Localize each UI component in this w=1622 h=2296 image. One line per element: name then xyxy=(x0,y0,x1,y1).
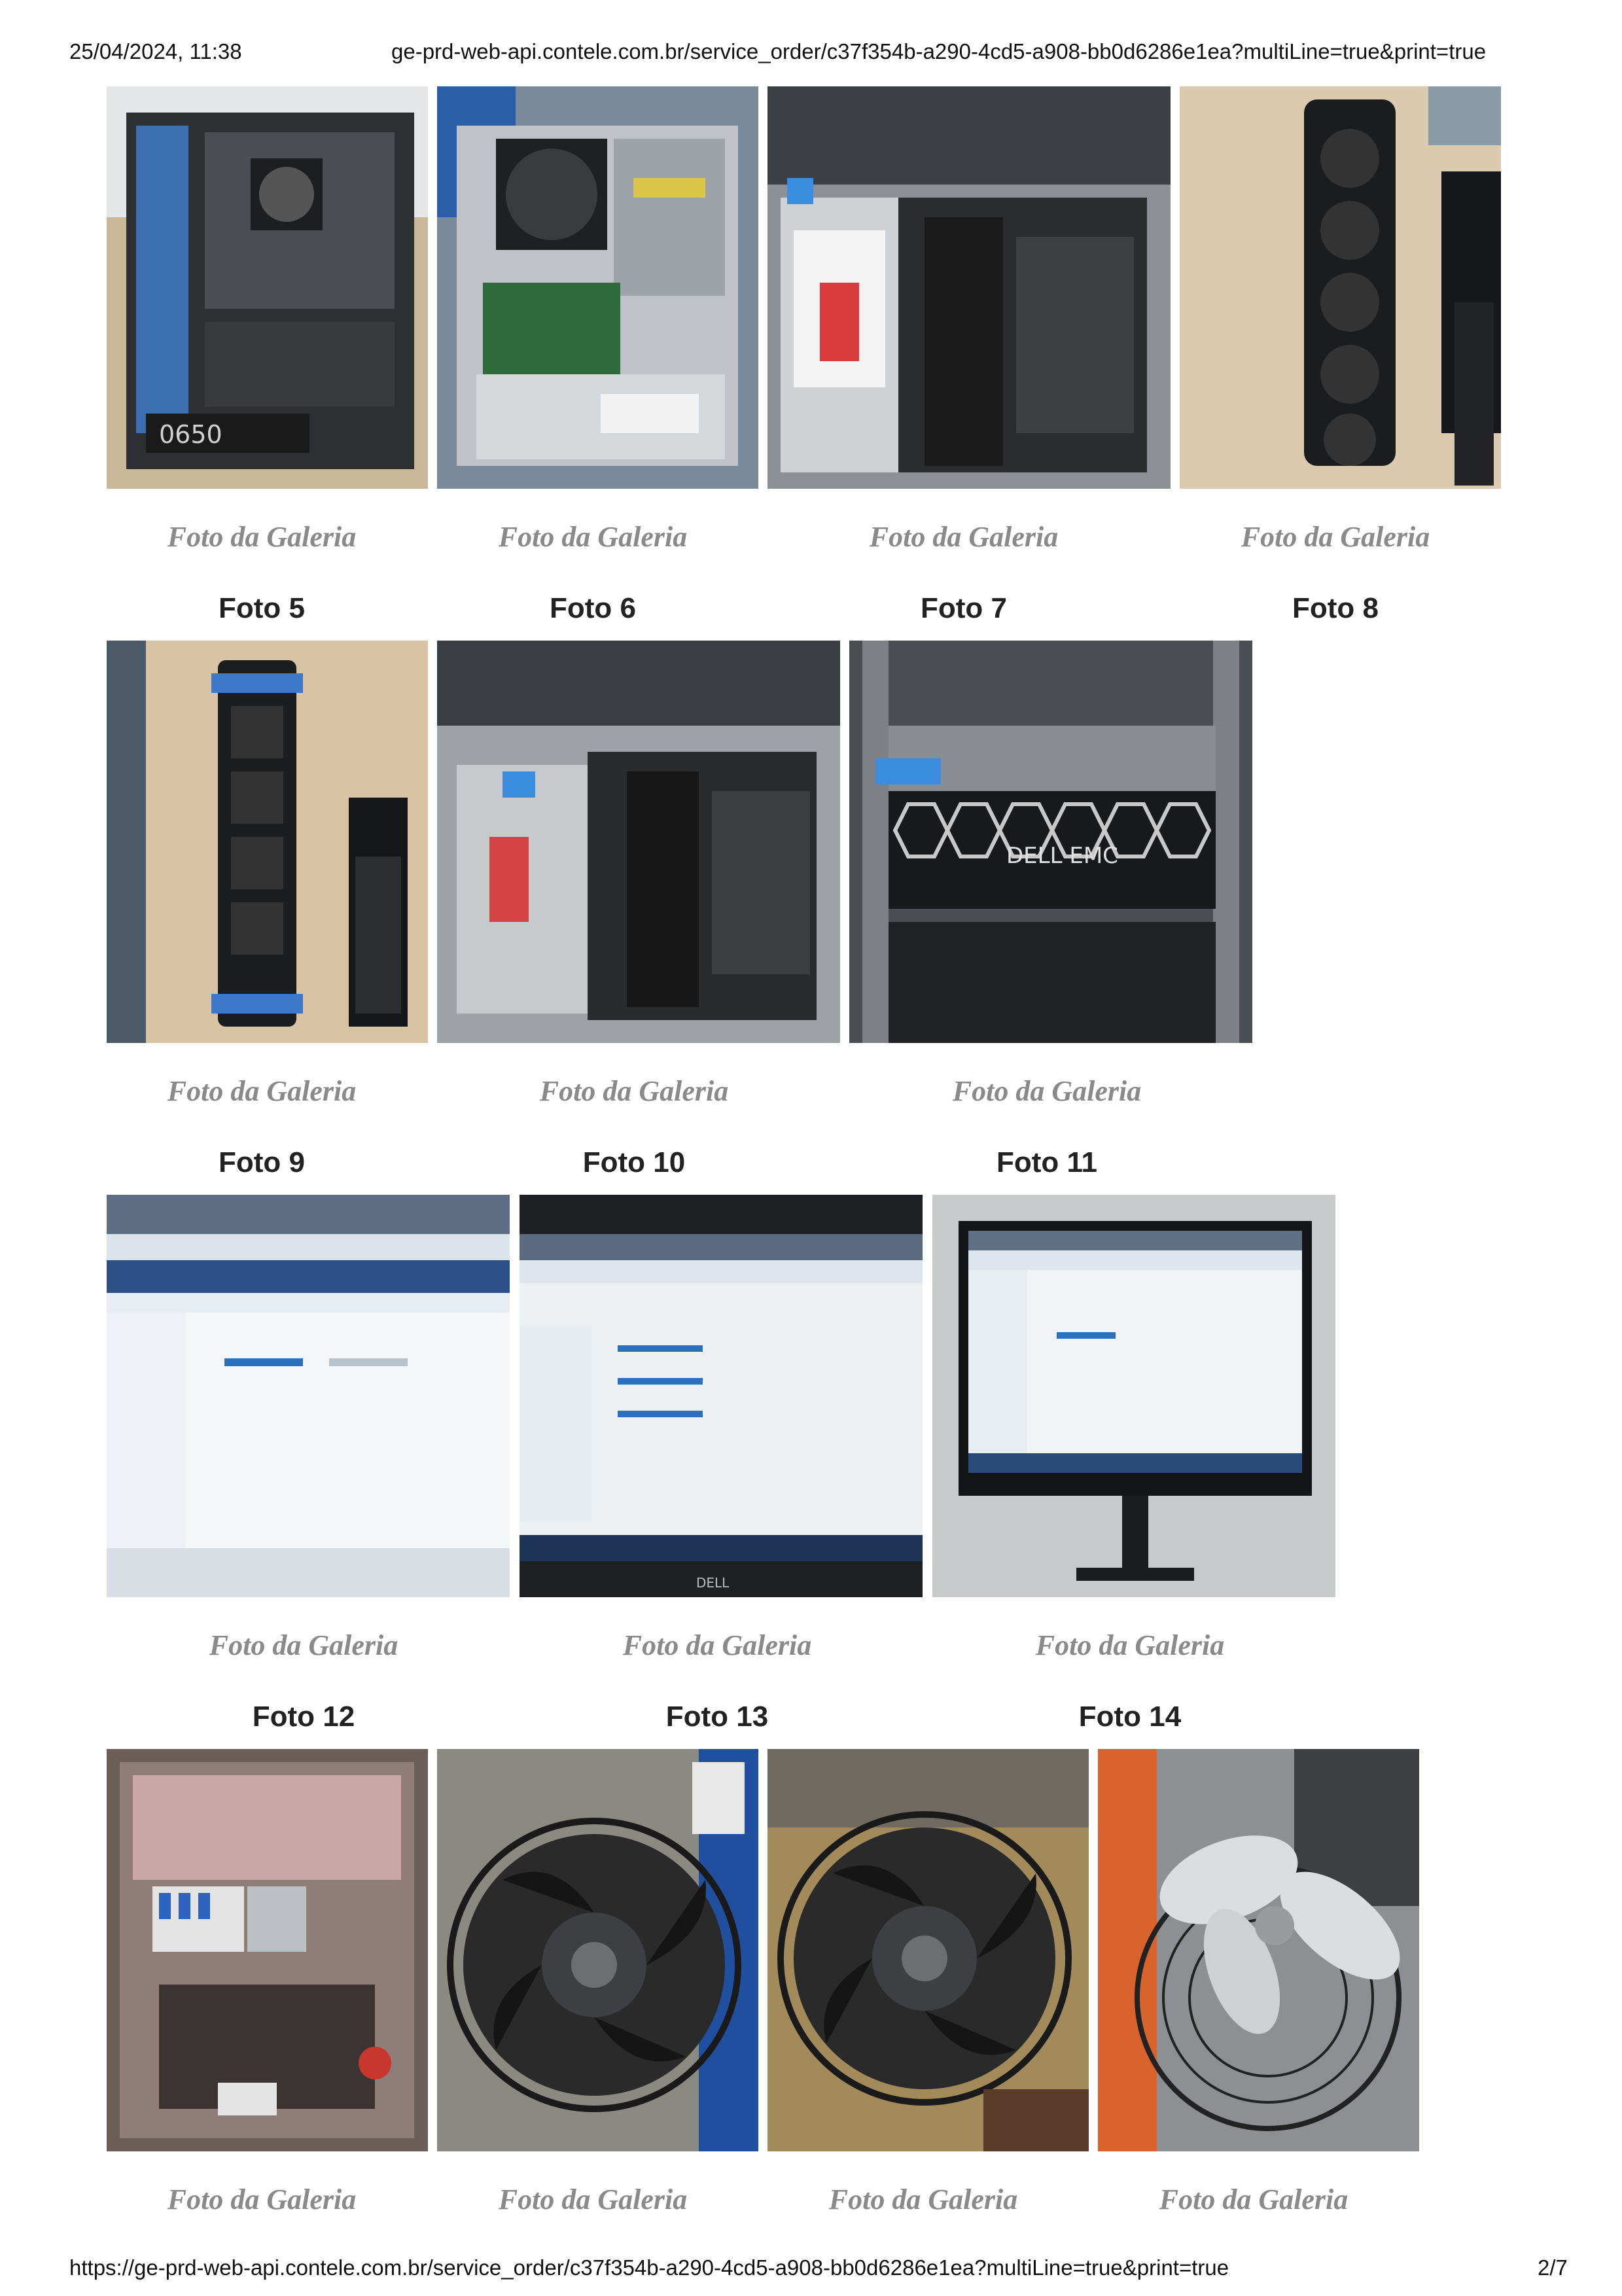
photo-caption: Foto da Galeria xyxy=(167,1075,357,1107)
photo-axial-fan-hands[interactable] xyxy=(437,1749,758,2151)
photo-caption: Foto da Galeria xyxy=(869,521,1059,553)
print-page-number: 2/7 xyxy=(1538,2255,1568,2280)
photo-label-11: Foto 11 xyxy=(996,1146,1098,1178)
photo-caption: Foto da Galeria xyxy=(1159,2183,1349,2216)
print-datetime: 25/04/2024, 11:38 xyxy=(69,39,242,63)
svg-text:DELL: DELL xyxy=(696,1575,730,1591)
photo-dell-emc-server[interactable]: DELL EMC xyxy=(849,641,1252,1043)
photo-caption: Foto da Galeria xyxy=(167,2183,357,2216)
photo-label-10: Foto 10 xyxy=(582,1146,686,1178)
photo-electrical-panel[interactable] xyxy=(107,1749,428,2151)
photo-label-6: Foto 6 xyxy=(550,592,636,624)
photo-caption: Foto da Galeria xyxy=(167,521,357,553)
photo-desktop-pc[interactable] xyxy=(437,86,758,489)
photo-label-7: Foto 7 xyxy=(921,592,1007,624)
photo-label-9: Foto 9 xyxy=(219,1146,305,1178)
print-url-header: ge-prd-web-api.contele.com.br/service_or… xyxy=(391,39,1487,63)
photo-caption: Foto da Galeria xyxy=(209,1629,398,1661)
photo-desktop-tower[interactable]: 0650 xyxy=(107,86,428,489)
print-url-footer: https://ge-prd-web-api.contele.com.br/se… xyxy=(69,2255,1229,2280)
photo-label-12: Foto 12 xyxy=(252,1701,355,1733)
photo-label-8: Foto 8 xyxy=(1292,592,1379,624)
photo-caption: Foto da Galeria xyxy=(498,2183,688,2216)
photo-fan-modules[interactable] xyxy=(1180,86,1501,489)
photo-caption: Foto da Galeria xyxy=(498,521,688,553)
photo-caption: Foto da Galeria xyxy=(622,1629,812,1661)
photo-rack-server-open[interactable] xyxy=(767,86,1171,489)
photo-vmware-drives[interactable]: DELL xyxy=(520,1195,923,1597)
photo-dell-monitor[interactable] xyxy=(932,1195,1335,1597)
photo-caption: Foto da Galeria xyxy=(539,1075,729,1107)
photo-caption: Foto da Galeria xyxy=(1035,1629,1225,1661)
photo-fan-assembly[interactable] xyxy=(107,641,428,1043)
photo-caption: Foto da Galeria xyxy=(828,2183,1018,2216)
photo-aluminium-fan[interactable] xyxy=(1098,1749,1419,2151)
photo-label-14: Foto 14 xyxy=(1078,1701,1182,1733)
svg-text:0650: 0650 xyxy=(159,420,222,449)
photo-rack-server-internals[interactable] xyxy=(437,641,840,1043)
svg-text:DELL EMC: DELL EMC xyxy=(1006,843,1118,869)
photo-caption: Foto da Galeria xyxy=(1241,521,1430,553)
photo-label-13: Foto 13 xyxy=(665,1701,769,1733)
photo-axial-fan-motor[interactable] xyxy=(767,1749,1089,2151)
photo-vmware-screen[interactable] xyxy=(107,1195,510,1597)
photo-label-5: Foto 5 xyxy=(219,592,305,624)
photo-caption: Foto da Galeria xyxy=(952,1075,1142,1107)
